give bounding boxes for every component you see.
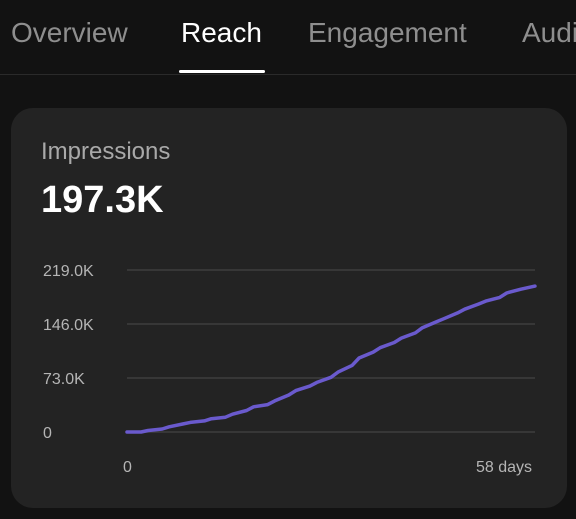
tab-engagement[interactable]: Engagement [308,17,467,48]
chart-lines [125,284,537,434]
chart-grid [127,269,535,433]
tab-overview[interactable]: Overview [11,17,128,48]
tab-reach[interactable]: Reach [181,17,262,48]
metric-value: 197.3K [41,179,164,221]
y-axis-ticks: 219.0K 146.0K 73.0K 0 [43,263,94,442]
x-tick-label: 58 days [476,459,532,476]
y-tick-label: 219.0K [43,263,94,280]
metric-label: Impressions [41,138,171,165]
tab-bar: Overview Reach Engagement Audi [0,0,576,75]
y-tick-label: 0 [43,425,52,442]
x-axis-ticks: 0 58 days [123,459,532,476]
impressions-card: Impressions 197.3K 219.0K 146.0K 73.0K 0 0 5… [11,108,567,508]
impressions-line [125,284,537,434]
tab-audience[interactable]: Audi [522,17,576,48]
x-tick-label: 0 [123,459,132,476]
y-tick-label: 73.0K [43,371,85,388]
y-tick-label: 146.0K [43,317,94,334]
impressions-chart: 219.0K 146.0K 73.0K 0 0 58 days [43,263,537,476]
active-tab-indicator [179,70,265,73]
